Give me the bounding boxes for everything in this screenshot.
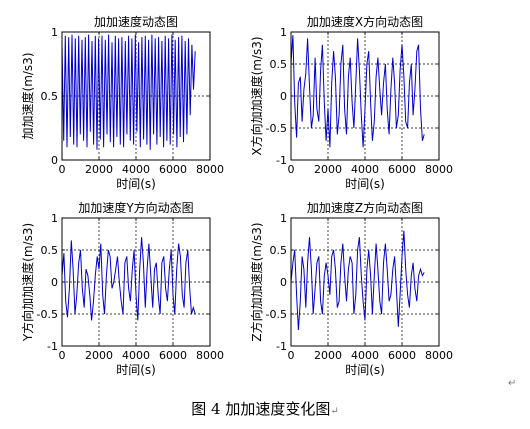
y-tick-label: 0 — [51, 276, 58, 289]
series-line — [291, 35, 425, 148]
x-axis-label: 时间(s) — [345, 177, 385, 191]
y-tick-label: 0.5 — [270, 58, 288, 71]
y-tick-label: -1 — [276, 340, 287, 353]
x-tick-label: 6000 — [388, 163, 416, 176]
y-tick-label: 1 — [280, 26, 287, 39]
y-tick-label: 0 — [51, 154, 58, 167]
x-tick-label: 4000 — [122, 163, 150, 176]
y-tick-label: 1 — [51, 212, 58, 225]
subplot-4: 加加速度Z方向动态图 0 2000 4000 6000 8000 -1 -0.5 0 0.5 1 时间… — [249, 200, 453, 377]
paragraph-mark: ↵ — [508, 378, 517, 389]
chart-title: 加加速度动态图 — [94, 14, 178, 29]
caption-text: 图 4 加加速度变化图 — [191, 400, 331, 418]
series-line — [291, 230, 425, 331]
x-axis-label: 时间(s) — [345, 363, 385, 377]
subplot-1: 加加速度动态图 0 2000 4000 6000 8000 0 0.5 1 时间(s) 加加速度(m… — [20, 14, 224, 191]
y-tick-label: -0.5 — [266, 308, 287, 321]
chart-title: 加加速度X方向动态图 — [307, 14, 423, 29]
y-tick-label: 0 — [280, 276, 287, 289]
y-axis-label: Y方向加加速度(m/s3) — [20, 223, 35, 342]
y-tick-label: 0.5 — [41, 90, 59, 103]
x-tick-label: 6000 — [388, 349, 416, 362]
subplot-2: 加加速度X方向动态图 0 2000 4000 6000 8000 -1 -0.5 0 0.5 1 时间… — [249, 14, 453, 191]
x-tick-label: 8000 — [196, 163, 224, 176]
y-axis-label: X方向加加速度(m/s3) — [249, 36, 264, 155]
x-axis-label: 时间(s) — [116, 177, 156, 191]
y-tick-label: 1 — [280, 212, 287, 225]
figure-caption: 图 4 加加速度变化图↵ — [0, 398, 530, 419]
y-tick-label: 0 — [280, 90, 287, 103]
x-tick-label: 0 — [288, 163, 295, 176]
series-line — [62, 34, 196, 150]
x-axis-label: 时间(s) — [116, 363, 156, 377]
subplot-3: 加加速度Y方向动态图 0 2000 4000 6000 8000 -1 -0.5 0 0.5 1 时间… — [20, 200, 224, 377]
x-tick-label: 4000 — [351, 349, 379, 362]
y-axis-label: Z方向加加速度(m/s3) — [249, 222, 264, 341]
x-tick-label: 2000 — [314, 163, 342, 176]
x-tick-label: 8000 — [425, 163, 453, 176]
x-tick-label: 2000 — [314, 349, 342, 362]
y-tick-label: -1 — [47, 340, 58, 353]
series-line — [62, 237, 196, 321]
x-tick-label: 6000 — [159, 163, 187, 176]
y-tick-label: 1 — [51, 26, 58, 39]
x-tick-label: 0 — [59, 163, 66, 176]
x-tick-label: 4000 — [351, 163, 379, 176]
x-tick-label: 4000 — [122, 349, 150, 362]
x-tick-label: 2000 — [85, 163, 113, 176]
x-tick-label: 0 — [59, 349, 66, 362]
y-tick-label: -0.5 — [37, 308, 58, 321]
y-tick-label: -1 — [276, 154, 287, 167]
chart-title: 加加速度Z方向动态图 — [307, 200, 423, 215]
y-axis-label: 加加速度(m/s3) — [20, 53, 35, 140]
caption-paragraph-mark: ↵ — [330, 406, 339, 417]
x-tick-label: 2000 — [85, 349, 113, 362]
x-tick-label: 0 — [288, 349, 295, 362]
x-tick-label: 6000 — [159, 349, 187, 362]
y-tick-label: 0.5 — [270, 244, 288, 257]
x-tick-label: 8000 — [196, 349, 224, 362]
y-tick-label: 0.5 — [41, 244, 59, 257]
x-tick-label: 8000 — [425, 349, 453, 362]
chart-title: 加加速度Y方向动态图 — [78, 200, 193, 215]
y-tick-label: -0.5 — [266, 122, 287, 135]
